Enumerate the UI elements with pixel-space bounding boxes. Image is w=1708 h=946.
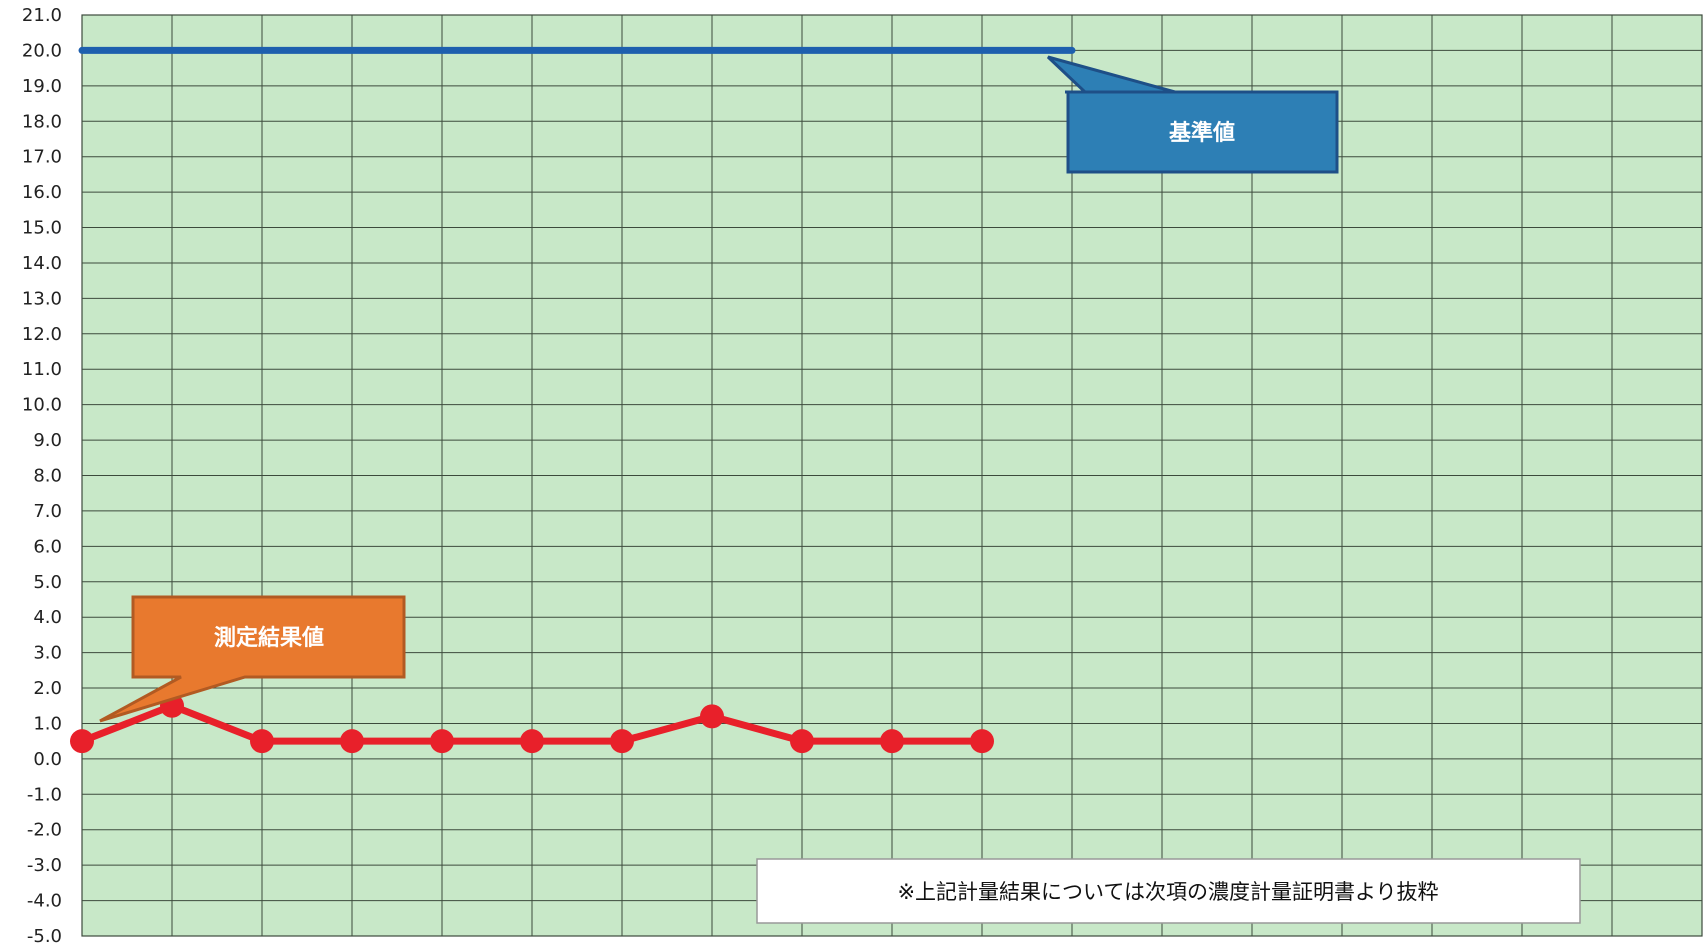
measured-data-point (880, 729, 904, 754)
y-tick-label: 21.0 (22, 5, 62, 26)
y-tick-label: 14.0 (22, 253, 62, 274)
measured-data-point (970, 729, 994, 754)
note-box: ※上記計量結果については次項の濃度計量証明書より抜粋 (756, 858, 1581, 924)
y-tick-label: 12.0 (22, 324, 62, 345)
y-tick-label: 17.0 (22, 147, 62, 168)
y-tick-label: 7.0 (33, 501, 62, 522)
measured-data-point (70, 729, 94, 754)
y-tick-label: 15.0 (22, 218, 62, 239)
y-tick-label: -3.0 (27, 855, 62, 876)
note-box-frame (756, 858, 1581, 924)
y-tick-label: 20.0 (22, 40, 62, 61)
measured-callout-box (99, 595, 406, 723)
y-tick-label: -1.0 (27, 784, 62, 805)
y-tick-label: 4.0 (33, 607, 62, 628)
y-tick-label: 8.0 (33, 466, 62, 487)
measured-data-point (430, 729, 454, 754)
y-tick-label: 18.0 (22, 111, 62, 132)
y-tick-label: 3.0 (33, 643, 62, 664)
standard-callout-label: 基準値 (1169, 120, 1235, 146)
data-points (70, 693, 994, 754)
standard-callout-box (1046, 55, 1339, 174)
measured-data-point (250, 729, 274, 754)
measured-data-point (520, 729, 544, 754)
y-tick-label: -4.0 (27, 891, 62, 912)
y-tick-label: 0.0 (33, 749, 62, 770)
y-tick-label: 2.0 (33, 678, 62, 699)
y-tick-label: 1.0 (33, 713, 62, 734)
y-tick-label: 11.0 (22, 359, 62, 380)
y-tick-label: 19.0 (22, 76, 62, 97)
y-tick-label: 16.0 (22, 182, 62, 203)
y-tick-label: 6.0 (33, 536, 62, 557)
measured-data-point (340, 729, 364, 754)
measured-data-point (610, 729, 634, 754)
measured-data-point (790, 729, 814, 754)
measured-data-point (700, 704, 724, 729)
y-tick-label: -5.0 (27, 926, 62, 946)
y-tick-label: -2.0 (27, 820, 62, 841)
y-axis-tick-labels: -5.0 -4.0 -3.0 -2.0 -1.0 0.0 1.0 2.0 3.0 4.0 5.0 6.… (22, 5, 62, 946)
y-tick-label: 9.0 (33, 430, 62, 451)
y-tick-label: 5.0 (33, 572, 62, 593)
y-tick-label: 10.0 (22, 395, 62, 416)
standard-value-callout: 基準値 (1046, 55, 1339, 174)
measured-value-callout: 測定結果値 (99, 595, 406, 723)
note-text: ※上記計量結果については次項の濃度計量証明書より抜粋 (897, 880, 1438, 904)
y-tick-label: 13.0 (22, 288, 62, 309)
measured-callout-label: 測定結果値 (214, 625, 324, 651)
